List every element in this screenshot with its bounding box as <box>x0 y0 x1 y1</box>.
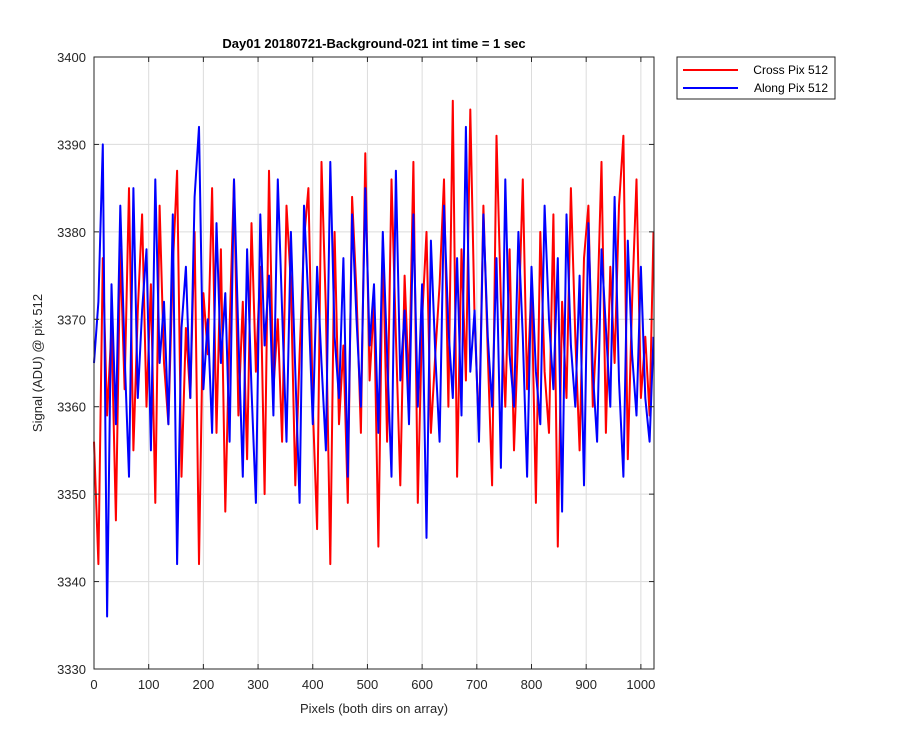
y-axis-label: Signal (ADU) @ pix 512 <box>30 294 45 432</box>
legend-label-along: Along Pix 512 <box>754 81 828 95</box>
x-tick-label: 500 <box>357 677 379 692</box>
plot-border <box>93 56 655 670</box>
x-tick-label: 600 <box>411 677 433 692</box>
y-tick-label: 3350 <box>57 487 86 502</box>
legend: Cross Pix 512 Along Pix 512 <box>676 56 836 100</box>
y-tick-label: 3370 <box>57 312 86 327</box>
plot-area <box>94 57 654 669</box>
x-tick-label: 100 <box>138 677 160 692</box>
x-axis-label: Pixels (both dirs on array) <box>300 701 448 716</box>
y-tick-label: 3390 <box>57 137 86 152</box>
x-tick-label: 200 <box>193 677 215 692</box>
series-layer <box>93 99 655 618</box>
x-tick-label: 400 <box>302 677 324 692</box>
y-tick-label: 3330 <box>57 662 86 677</box>
y-tick-label: 3360 <box>57 400 86 415</box>
x-tick-label: 0 <box>90 677 97 692</box>
y-tick-label: 3380 <box>57 225 86 240</box>
series-line-along <box>93 125 655 618</box>
x-tick-label: 700 <box>466 677 488 692</box>
ticks: 0 100 200 300 400 500 600 700 800 900 1000 3330 3340… <box>57 50 655 692</box>
legend-box <box>676 56 836 100</box>
y-tick-label: 3340 <box>57 575 86 590</box>
y-tick-label: 3400 <box>57 50 86 65</box>
chart-title: Day01 20180721-Background-021 int time =… <box>222 36 525 51</box>
x-tick-label: 900 <box>575 677 597 692</box>
legend-label-cross: Cross Pix 512 <box>753 63 828 77</box>
x-tick-label: 1000 <box>626 677 655 692</box>
x-tick-label: 300 <box>247 677 269 692</box>
x-tick-label: 800 <box>521 677 543 692</box>
